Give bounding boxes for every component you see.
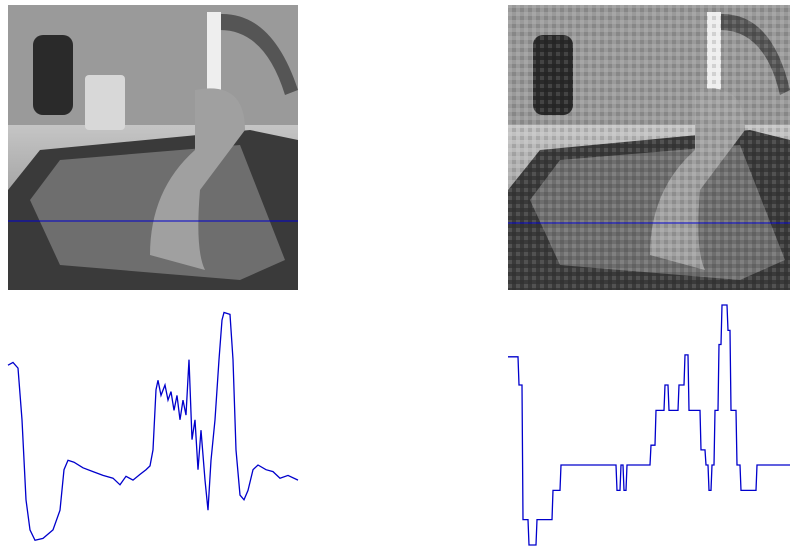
figure bbox=[0, 0, 791, 550]
profile-line bbox=[8, 313, 298, 541]
profile-line bbox=[508, 305, 790, 545]
photo-quantized bbox=[508, 5, 790, 290]
page: {"chart_data": [ {"type": "line", "x": [… bbox=[0, 0, 791, 550]
photo-original bbox=[8, 5, 298, 290]
